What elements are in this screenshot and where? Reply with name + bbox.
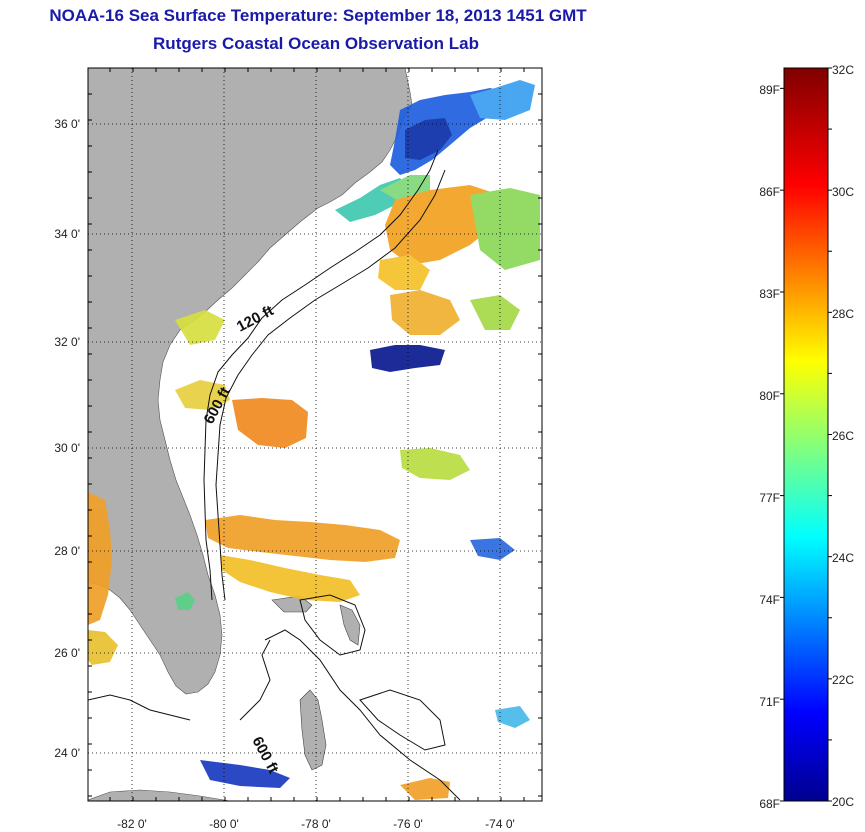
lat-tick-label: 26 0' [54,646,80,660]
lat-tick-label: 30 0' [54,441,80,455]
lon-tick-label: -82 0' [117,817,147,831]
lat-tick-label: 36 0' [54,117,80,131]
lon-tick-label: -80 0' [209,817,239,831]
lat-tick-label: 28 0' [54,544,80,558]
lat-tick-label: 24 0' [54,746,80,760]
lon-tick-label: -76 0' [393,817,423,831]
lat-tick-label: 32 0' [54,335,80,349]
lon-tick-label: -74 0' [485,817,515,831]
lat-tick-label: 34 0' [54,227,80,241]
lon-tick-label: -78 0' [301,817,331,831]
sst-map: 120 ft 600 ft 600 ft -82 0' -80 0' -78 0… [0,0,865,832]
